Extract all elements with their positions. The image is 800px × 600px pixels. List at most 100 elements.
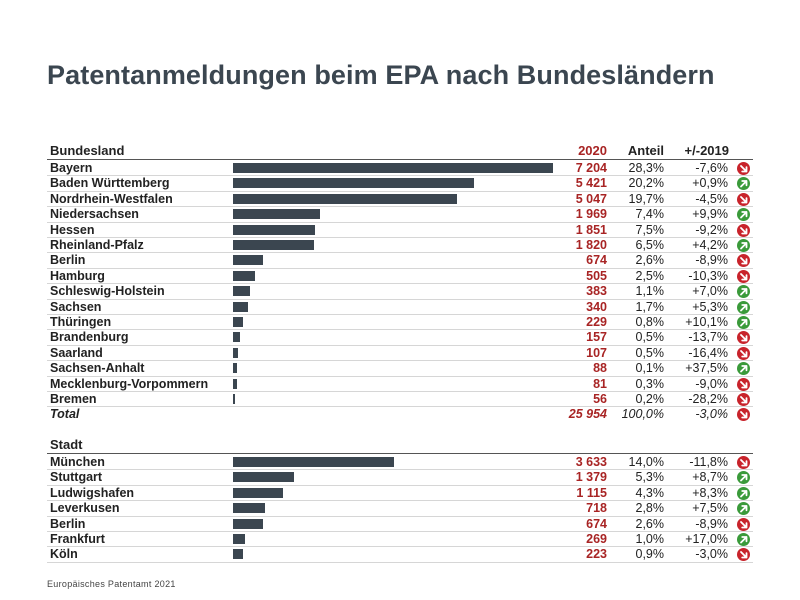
row-separator (47, 236, 753, 238)
table-row: Bremen 56 0,2% -28,2% (47, 392, 753, 408)
row-separator (47, 252, 753, 254)
row-change: +9,9% (692, 207, 728, 222)
row-change: +7,5% (692, 501, 728, 516)
row-change: -9,0% (695, 376, 728, 391)
trend-down-icon (737, 254, 750, 268)
row-change: -4,5% (695, 191, 728, 206)
row-separator (47, 546, 753, 548)
table-row: Ludwigshafen 1 115 4,3% +8,3% (47, 485, 753, 502)
trend-up-icon (737, 533, 750, 546)
bar (233, 487, 283, 498)
table-row: Schleswig-Holstein 383 1,1% +7,0% (47, 284, 753, 300)
bar (233, 378, 237, 389)
row-value: 56 (593, 392, 607, 406)
row-share: 2,8% (635, 501, 665, 516)
row-name: Stuttgart (50, 470, 103, 485)
row-separator (47, 313, 753, 315)
row-value: 505 (586, 268, 607, 283)
row-separator (47, 406, 753, 408)
row-separator (47, 206, 753, 208)
row-name: Bremen (50, 392, 97, 406)
row-separator (47, 530, 753, 532)
cities-header-label: Stadt (50, 437, 83, 452)
bar (233, 534, 245, 544)
row-share: 7,5% (635, 222, 665, 237)
row-name: Schleswig-Holstein (50, 284, 165, 299)
row-value: 223 (586, 547, 607, 562)
bar (233, 240, 314, 250)
row-name: Brandenburg (50, 330, 129, 345)
row-separator (47, 500, 753, 502)
row-change: +37,5% (685, 361, 728, 376)
row-name: Sachsen-Anhalt (50, 361, 145, 376)
row-name: Ludwigshafen (50, 485, 135, 500)
row-value: 340 (586, 299, 607, 314)
row-value: 1 851 (575, 222, 607, 237)
row-change: -8,9% (695, 253, 728, 268)
row-share: 19,7% (628, 191, 664, 206)
row-value: 157 (586, 330, 607, 345)
row-separator (47, 329, 753, 331)
row-value: 5 421 (575, 176, 607, 191)
trend-up-icon (737, 300, 750, 314)
trend-up-icon (737, 208, 750, 222)
row-share: 100,0% (621, 407, 664, 422)
row-share: 0,2% (635, 392, 665, 406)
row-separator (47, 360, 753, 362)
row-change: -16,4% (688, 345, 728, 360)
row-share: 2,6% (635, 516, 665, 531)
row-value: 5 047 (575, 191, 607, 206)
bar (233, 503, 265, 514)
row-change: -7,6% (695, 161, 728, 175)
row-value: 718 (586, 501, 607, 516)
row-share: 1,0% (635, 532, 665, 546)
row-separator (47, 344, 753, 346)
row-value: 3 633 (575, 455, 607, 469)
table-row: Berlin 674 2,6% -8,9% (47, 253, 753, 269)
source-footer: Europäisches Patentamt 2021 (47, 579, 176, 589)
row-change: -28,2% (688, 392, 728, 406)
trend-down-icon (737, 377, 750, 391)
trend-up-icon (737, 316, 750, 329)
row-name: Mecklenburg-Vorpommern (50, 376, 209, 391)
row-separator (47, 469, 753, 471)
row-name: Sachsen (50, 299, 102, 314)
trend-up-icon (737, 239, 750, 252)
trend-up-icon (737, 177, 750, 191)
row-separator (47, 375, 753, 377)
row-share: 2,5% (635, 268, 665, 283)
trend-down-icon (737, 517, 750, 531)
states-header-label: Bundesland (50, 143, 125, 158)
table-row: Brandenburg 157 0,5% -13,7% (47, 330, 753, 346)
share-header: Anteil (627, 143, 664, 158)
row-name: Nordrhein-Westfalen (50, 191, 173, 206)
row-change: -8,9% (695, 516, 728, 531)
row-share: 0,5% (635, 330, 665, 345)
table-row: Hessen 1 851 7,5% -9,2% (47, 223, 753, 238)
bar (233, 549, 243, 560)
row-change: -10,3% (688, 268, 728, 283)
trend-down-icon (737, 456, 750, 469)
page-title: Patentanmeldungen beim EPA nach Bundeslä… (47, 60, 715, 90)
trend-up-icon (737, 362, 750, 376)
row-separator (47, 561, 753, 563)
bar (233, 394, 236, 404)
trend-down-icon (737, 223, 750, 237)
row-change: -13,7% (688, 330, 728, 345)
bar (233, 193, 458, 204)
table-row: Mecklenburg-Vorpommern 81 0,3% -9,0% (47, 377, 753, 392)
table-row: Hamburg 505 2,5% -10,3% (47, 268, 753, 285)
row-value: 81 (593, 376, 607, 391)
trend-down-icon (737, 548, 750, 562)
row-name: Total (50, 407, 80, 422)
trend-down-icon (737, 393, 750, 406)
row-change: +8,7% (692, 470, 728, 485)
row-name: Hamburg (50, 268, 105, 283)
row-change: +17,0% (685, 532, 728, 546)
bar (233, 286, 250, 297)
bar (233, 457, 395, 467)
row-share: 0,3% (635, 376, 665, 391)
trend-down-icon (737, 331, 750, 345)
row-change: -3,0% (695, 407, 728, 422)
row-share: 5,3% (635, 470, 665, 485)
